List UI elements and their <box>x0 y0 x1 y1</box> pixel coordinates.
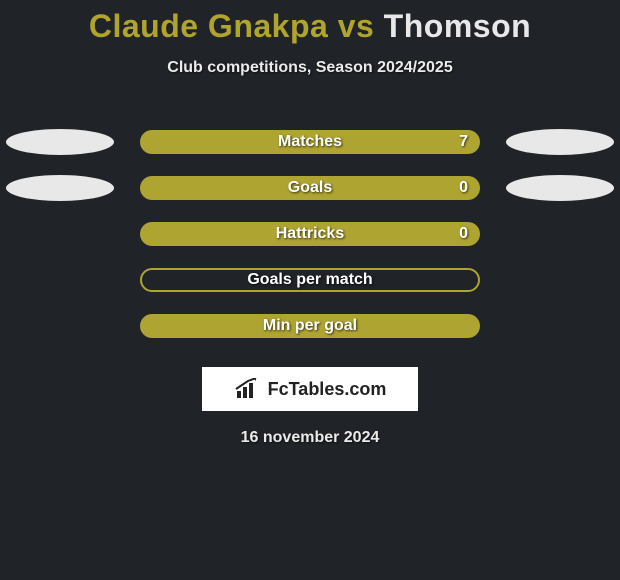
stat-row-min-per-goal: Min per goal <box>0 303 620 349</box>
left-ellipse <box>6 175 114 201</box>
stat-label: Goals <box>140 179 480 197</box>
stat-value: 0 <box>459 179 468 197</box>
stat-label: Min per goal <box>140 317 480 335</box>
right-ellipse <box>506 129 614 155</box>
stat-label: Hattricks <box>140 225 480 243</box>
stat-value: 7 <box>459 133 468 151</box>
stats-container: Matches 7 Goals 0 Hattricks 0 Goals per … <box>0 119 620 349</box>
stat-bar: Goals 0 <box>140 176 480 200</box>
stat-value: 0 <box>459 225 468 243</box>
player2-name: Thomson <box>384 8 531 44</box>
subtitle: Club competitions, Season 2024/2025 <box>0 59 620 77</box>
stat-row-goals-per-match: Goals per match <box>0 257 620 303</box>
player1-name: Claude Gnakpa <box>89 8 328 44</box>
stat-bar: Goals per match <box>140 268 480 292</box>
comparison-title: Claude Gnakpa vs Thomson <box>0 0 620 45</box>
date-text: 16 november 2024 <box>0 429 620 447</box>
stat-row-matches: Matches 7 <box>0 119 620 165</box>
stat-label: Matches <box>140 133 480 151</box>
logo-text: FcTables.com <box>268 379 387 400</box>
vs-text: vs <box>338 8 375 44</box>
right-ellipse <box>506 175 614 201</box>
stat-bar: Min per goal <box>140 314 480 338</box>
stat-label: Goals per match <box>140 271 480 289</box>
chart-icon <box>234 378 262 400</box>
stat-row-hattricks: Hattricks 0 <box>0 211 620 257</box>
logo-box: FcTables.com <box>202 367 418 411</box>
stat-bar: Hattricks 0 <box>140 222 480 246</box>
logo-inner: FcTables.com <box>234 378 387 400</box>
stat-bar: Matches 7 <box>140 130 480 154</box>
left-ellipse <box>6 129 114 155</box>
stat-row-goals: Goals 0 <box>0 165 620 211</box>
